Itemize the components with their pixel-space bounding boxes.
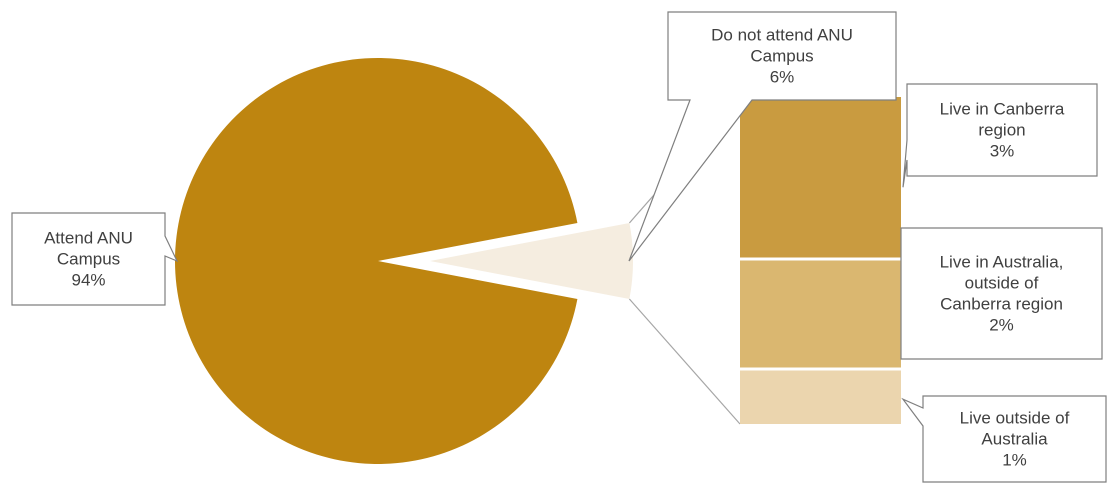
label-outside-australia-line-1: Australia (981, 430, 1048, 449)
label-attend-campus-line-2: 94% (71, 271, 105, 290)
label-canberra-region-line-1: region (978, 121, 1025, 140)
bar-segment-2 (740, 370, 901, 424)
bar-segment-1 (740, 260, 901, 368)
label-outside-australia-line-0: Live outside of (960, 409, 1070, 428)
label-australia-outside-canberra-line-1: outside of (965, 274, 1039, 293)
label-outside-australia: Live outside of Australia 1% (901, 395, 1107, 483)
label-australia-outside-canberra-line-2: Canberra region (940, 295, 1063, 314)
label-attend-campus-box (11, 212, 179, 306)
label-canberra-region-box (902, 83, 1098, 188)
data-labels: Attend ANU Campus 94% Do not attend ANU Camp… (11, 11, 1107, 483)
pie (174, 58, 633, 464)
label-australia-outside-canberra-line-0: Live in Australia, (940, 253, 1064, 272)
label-not-attend-campus-line-0: Do not attend ANU (711, 26, 853, 45)
connector-line-bottom (628, 298, 741, 425)
label-attend-campus-line-1: Campus (57, 250, 120, 269)
pie-slice-attend-campus (174, 58, 578, 464)
pie-slice-not-attend-campus (430, 222, 633, 300)
label-attend-campus: Attend ANU Campus 94% (11, 212, 179, 306)
label-not-attend-campus-box (628, 11, 897, 262)
bar-segment-0 (740, 97, 901, 258)
label-attend-campus-line-0: Attend ANU (44, 229, 133, 248)
label-outside-australia-line-2: 1% (1002, 451, 1027, 470)
label-australia-outside-canberra-line-3: 2% (989, 316, 1014, 335)
label-canberra-region-line-2: 3% (990, 142, 1015, 161)
label-not-attend-campus-line-1: Campus (750, 47, 813, 66)
label-outside-australia-box (901, 395, 1107, 483)
label-australia-outside-canberra-box (900, 227, 1103, 360)
label-not-attend-campus: Do not attend ANU Campus 6% (628, 11, 897, 262)
label-not-attend-campus-line-2: 6% (770, 68, 795, 87)
label-canberra-region-line-0: Live in Canberra (940, 100, 1065, 119)
bar-stack (740, 97, 901, 424)
label-canberra-region: Live in Canberra region 3% (902, 83, 1098, 188)
label-australia-outside-canberra: Live in Australia, outside of Canberra reg… (900, 227, 1103, 360)
